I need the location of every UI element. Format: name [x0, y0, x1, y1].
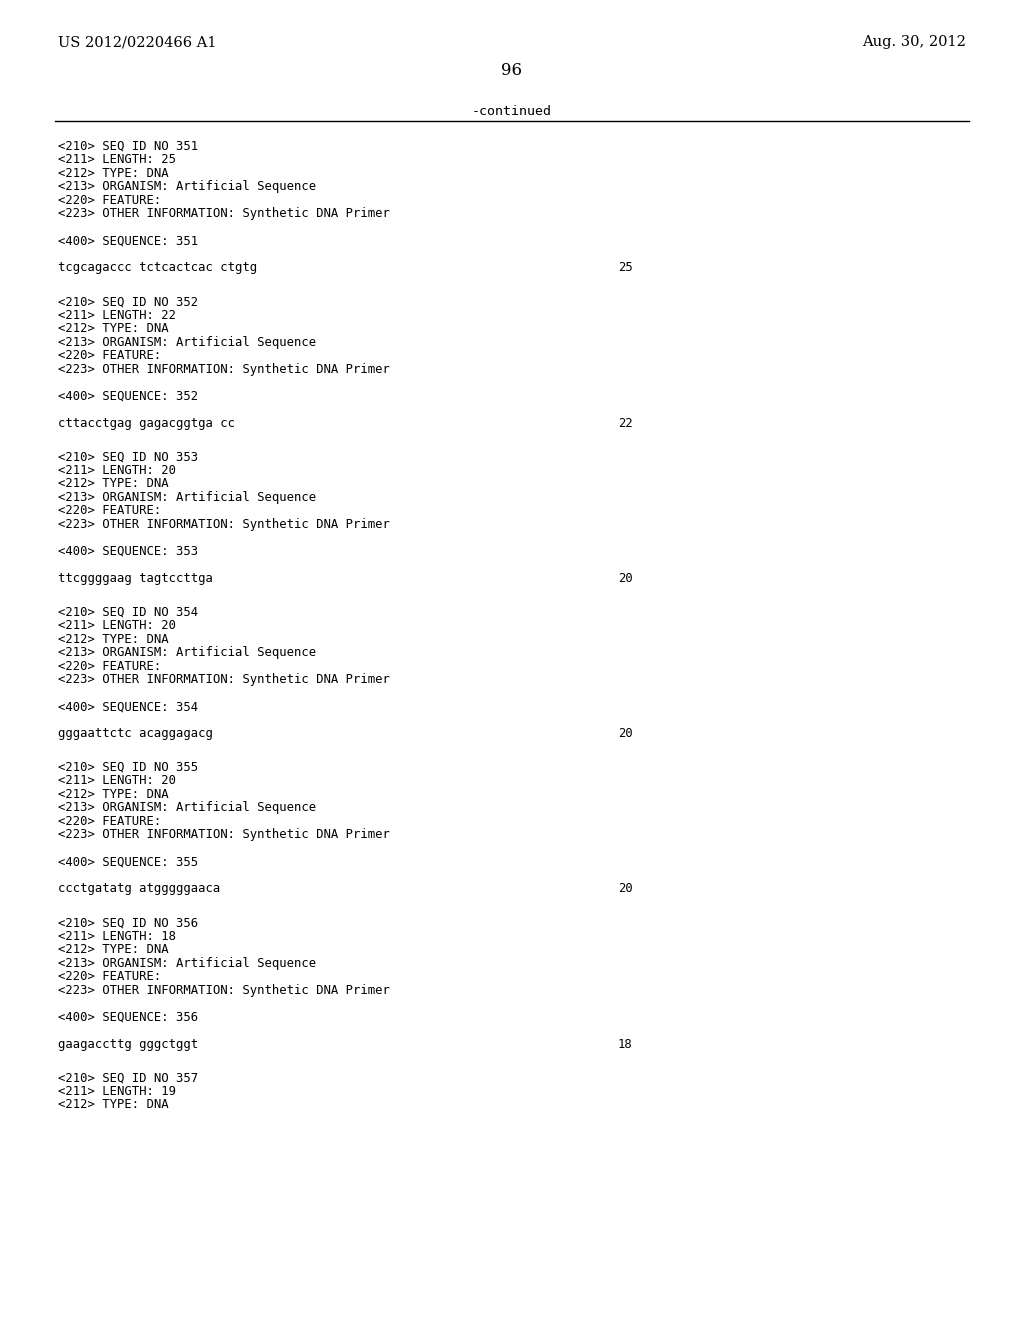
- Text: <212> TYPE: DNA: <212> TYPE: DNA: [58, 788, 169, 801]
- Text: <212> TYPE: DNA: <212> TYPE: DNA: [58, 944, 169, 956]
- Text: <223> OTHER INFORMATION: Synthetic DNA Primer: <223> OTHER INFORMATION: Synthetic DNA P…: [58, 517, 390, 531]
- Text: <211> LENGTH: 22: <211> LENGTH: 22: [58, 309, 176, 322]
- Text: <211> LENGTH: 25: <211> LENGTH: 25: [58, 153, 176, 166]
- Text: <212> TYPE: DNA: <212> TYPE: DNA: [58, 166, 169, 180]
- Text: <211> LENGTH: 18: <211> LENGTH: 18: [58, 929, 176, 942]
- Text: <210> SEQ ID NO 353: <210> SEQ ID NO 353: [58, 450, 198, 463]
- Text: <220> FEATURE:: <220> FEATURE:: [58, 350, 161, 362]
- Text: <212> TYPE: DNA: <212> TYPE: DNA: [58, 1098, 169, 1111]
- Text: <220> FEATURE:: <220> FEATURE:: [58, 814, 161, 828]
- Text: <213> ORGANISM: Artificial Sequence: <213> ORGANISM: Artificial Sequence: [58, 181, 316, 194]
- Text: gaagaccttg gggctggt: gaagaccttg gggctggt: [58, 1038, 198, 1051]
- Text: <212> TYPE: DNA: <212> TYPE: DNA: [58, 478, 169, 491]
- Text: <223> OTHER INFORMATION: Synthetic DNA Primer: <223> OTHER INFORMATION: Synthetic DNA P…: [58, 983, 390, 997]
- Text: <213> ORGANISM: Artificial Sequence: <213> ORGANISM: Artificial Sequence: [58, 335, 316, 348]
- Text: cttacctgag gagacggtga cc: cttacctgag gagacggtga cc: [58, 417, 234, 429]
- Text: <213> ORGANISM: Artificial Sequence: <213> ORGANISM: Artificial Sequence: [58, 801, 316, 814]
- Text: <223> OTHER INFORMATION: Synthetic DNA Primer: <223> OTHER INFORMATION: Synthetic DNA P…: [58, 363, 390, 376]
- Text: <213> ORGANISM: Artificial Sequence: <213> ORGANISM: Artificial Sequence: [58, 957, 316, 970]
- Text: 96: 96: [502, 62, 522, 79]
- Text: <223> OTHER INFORMATION: Synthetic DNA Primer: <223> OTHER INFORMATION: Synthetic DNA P…: [58, 829, 390, 841]
- Text: <220> FEATURE:: <220> FEATURE:: [58, 660, 161, 673]
- Text: <211> LENGTH: 20: <211> LENGTH: 20: [58, 775, 176, 788]
- Text: <223> OTHER INFORMATION: Synthetic DNA Primer: <223> OTHER INFORMATION: Synthetic DNA P…: [58, 673, 390, 686]
- Text: <400> SEQUENCE: 351: <400> SEQUENCE: 351: [58, 235, 198, 247]
- Text: ttcggggaag tagtccttga: ttcggggaag tagtccttga: [58, 572, 213, 585]
- Text: US 2012/0220466 A1: US 2012/0220466 A1: [58, 36, 216, 49]
- Text: 20: 20: [618, 882, 633, 895]
- Text: <211> LENGTH: 20: <211> LENGTH: 20: [58, 463, 176, 477]
- Text: 20: 20: [618, 572, 633, 585]
- Text: ccctgatatg atgggggaaca: ccctgatatg atgggggaaca: [58, 882, 220, 895]
- Text: <400> SEQUENCE: 355: <400> SEQUENCE: 355: [58, 855, 198, 869]
- Text: <211> LENGTH: 19: <211> LENGTH: 19: [58, 1085, 176, 1098]
- Text: <400> SEQUENCE: 356: <400> SEQUENCE: 356: [58, 1011, 198, 1023]
- Text: <223> OTHER INFORMATION: Synthetic DNA Primer: <223> OTHER INFORMATION: Synthetic DNA P…: [58, 207, 390, 220]
- Text: 18: 18: [618, 1038, 633, 1051]
- Text: 25: 25: [618, 261, 633, 275]
- Text: Aug. 30, 2012: Aug. 30, 2012: [862, 36, 966, 49]
- Text: <210> SEQ ID NO 352: <210> SEQ ID NO 352: [58, 296, 198, 308]
- Text: 22: 22: [618, 417, 633, 429]
- Text: gggaattctc acaggagacg: gggaattctc acaggagacg: [58, 727, 213, 741]
- Text: <220> FEATURE:: <220> FEATURE:: [58, 194, 161, 207]
- Text: -continued: -continued: [472, 106, 552, 117]
- Text: <220> FEATURE:: <220> FEATURE:: [58, 504, 161, 517]
- Text: <212> TYPE: DNA: <212> TYPE: DNA: [58, 322, 169, 335]
- Text: <210> SEQ ID NO 351: <210> SEQ ID NO 351: [58, 140, 198, 153]
- Text: <400> SEQUENCE: 352: <400> SEQUENCE: 352: [58, 389, 198, 403]
- Text: tcgcagaccc tctcactcac ctgtg: tcgcagaccc tctcactcac ctgtg: [58, 261, 257, 275]
- Text: <210> SEQ ID NO 355: <210> SEQ ID NO 355: [58, 760, 198, 774]
- Text: <220> FEATURE:: <220> FEATURE:: [58, 970, 161, 983]
- Text: <212> TYPE: DNA: <212> TYPE: DNA: [58, 632, 169, 645]
- Text: <210> SEQ ID NO 356: <210> SEQ ID NO 356: [58, 916, 198, 929]
- Text: 20: 20: [618, 727, 633, 741]
- Text: <211> LENGTH: 20: <211> LENGTH: 20: [58, 619, 176, 632]
- Text: <213> ORGANISM: Artificial Sequence: <213> ORGANISM: Artificial Sequence: [58, 647, 316, 659]
- Text: <210> SEQ ID NO 357: <210> SEQ ID NO 357: [58, 1072, 198, 1085]
- Text: <400> SEQUENCE: 354: <400> SEQUENCE: 354: [58, 700, 198, 713]
- Text: <213> ORGANISM: Artificial Sequence: <213> ORGANISM: Artificial Sequence: [58, 491, 316, 504]
- Text: <400> SEQUENCE: 353: <400> SEQUENCE: 353: [58, 545, 198, 558]
- Text: <210> SEQ ID NO 354: <210> SEQ ID NO 354: [58, 606, 198, 619]
